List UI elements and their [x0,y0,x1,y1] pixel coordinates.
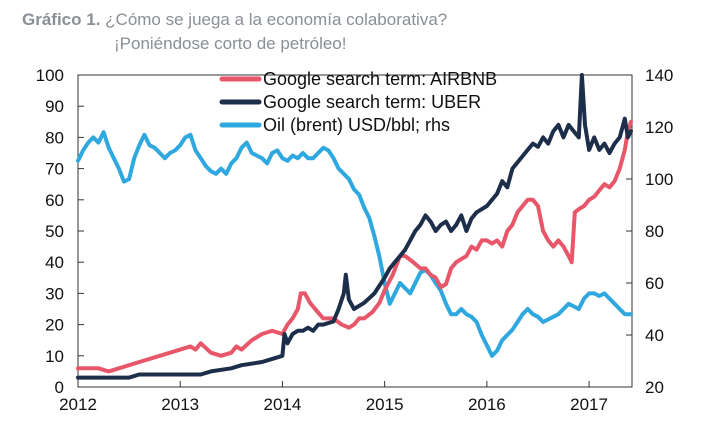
x-tick-label: 2012 [59,395,97,414]
legend-label-oil: Oil (brent) USD/bbl; rhs [263,115,450,135]
chart-title: ¿Cómo se juega a la economía colaborativ… [105,10,448,29]
right-tick-label: 40 [645,326,664,345]
left-tick-label: 100 [36,66,64,85]
chart-header: Gráfico 1. ¿Cómo se juega a la economía … [22,8,447,56]
left-tick-label: 70 [45,160,64,179]
header-line-1: Gráfico 1. ¿Cómo se juega a la economía … [22,8,447,32]
left-tick-label: 10 [45,347,64,366]
left-tick-label: 20 [45,316,64,335]
left-tick-label: 40 [45,253,64,272]
x-tick-label: 2016 [468,395,506,414]
x-tick-label: 2015 [366,395,404,414]
chart-subtitle: ¡Poniéndose corto de petróleo! [114,34,347,53]
x-tick-label: 2013 [161,395,199,414]
left-tick-label: 50 [45,222,64,241]
chart-legend: Google search term: AIRBNB Google search … [219,69,497,135]
legend-label-uber: Google search term: UBER [263,92,481,112]
series-line-uber [76,73,633,380]
right-tick-label: 120 [645,118,673,137]
figure-number: Gráfico 1. [22,10,101,29]
legend-label-airbnb: Google search term: AIRBNB [263,69,497,89]
x-tick-label: 2014 [264,395,302,414]
right-tick-label: 60 [645,274,664,293]
left-tick-label: 0 [55,378,64,397]
right-tick-label: 140 [645,66,673,85]
left-tick-label: 60 [45,191,64,210]
series-line-oil [76,130,633,358]
right-tick-label: 80 [645,222,664,241]
right-tick-label: 100 [645,170,673,189]
left-tick-label: 30 [45,284,64,303]
left-tick-label: 80 [45,128,64,147]
chart-axes: 0 10 20 30 40 50 60 70 80 90 100 20 40 60 80 100 120 140 2… [36,66,674,414]
x-tick-label: 2017 [570,395,608,414]
chart-lines [76,73,633,380]
series-line-airbnb [76,119,633,374]
left-tick-label: 90 [45,97,64,116]
right-tick-label: 20 [645,378,664,397]
